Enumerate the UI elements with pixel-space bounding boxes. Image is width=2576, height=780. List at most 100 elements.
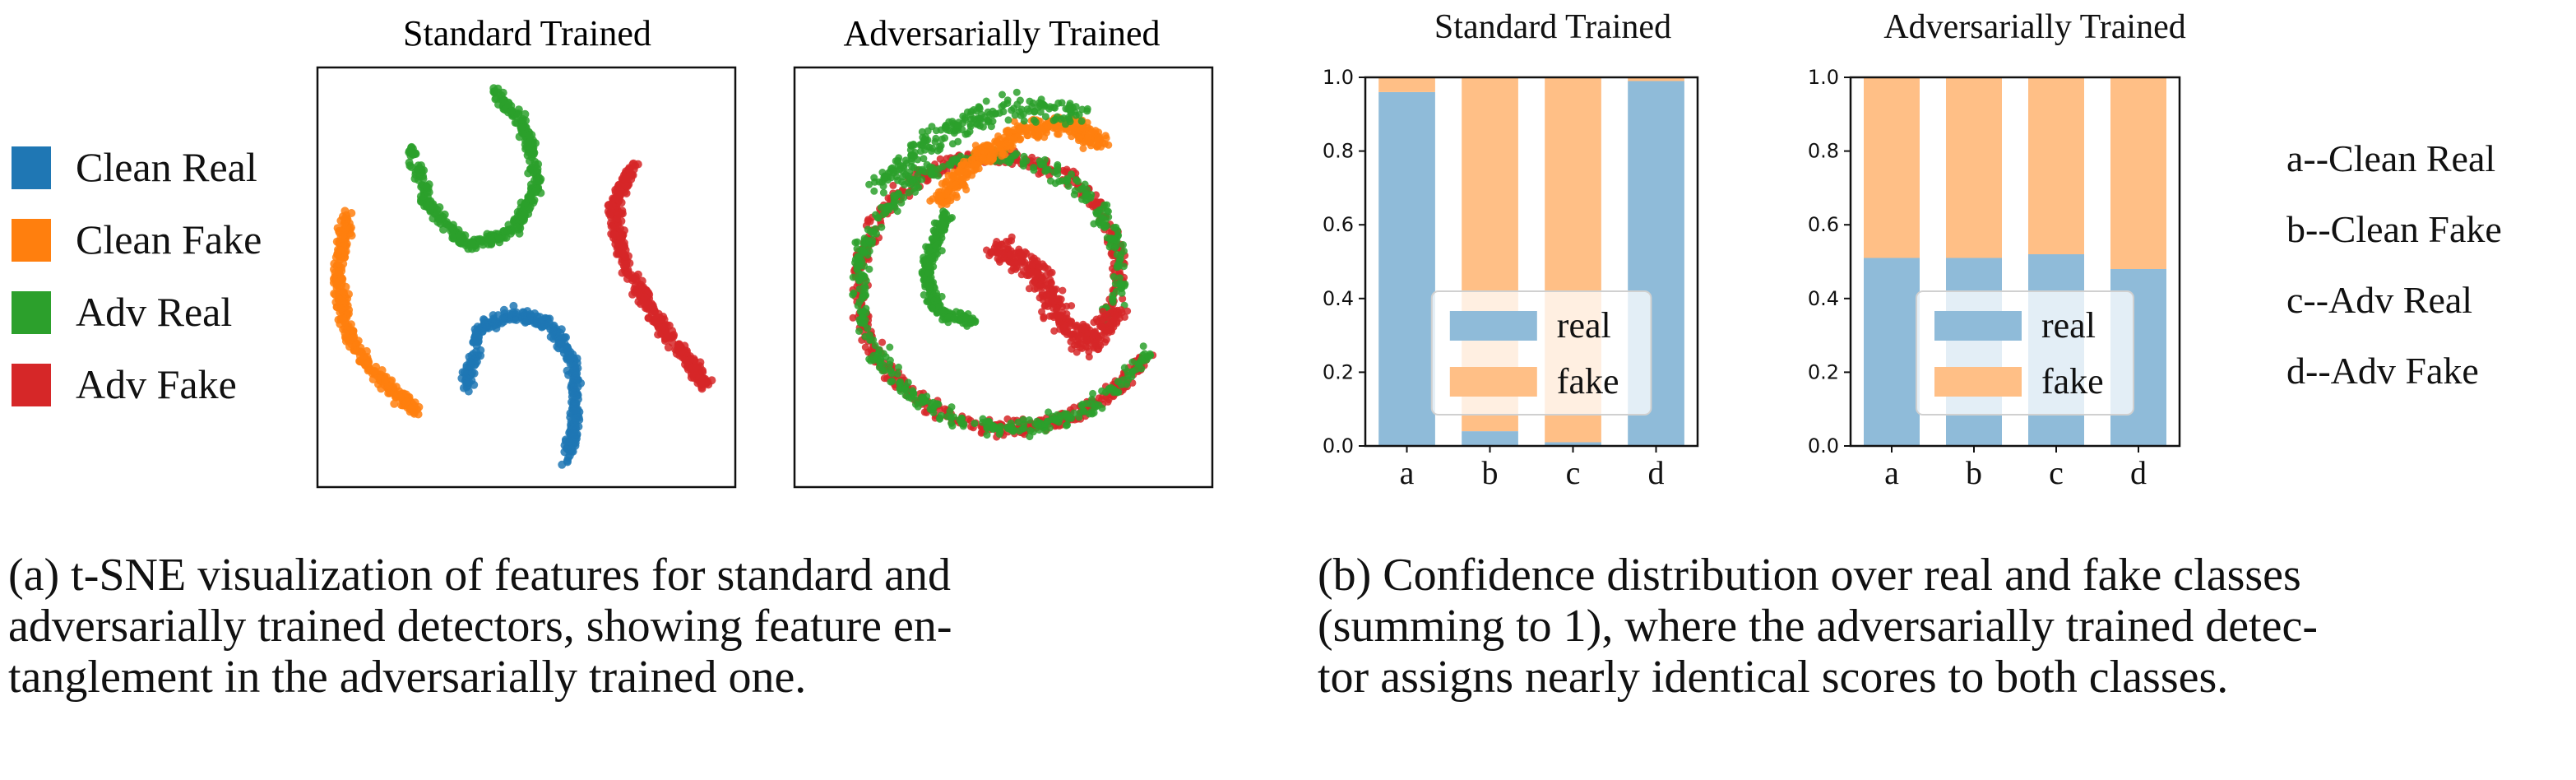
adv-real-point — [1083, 104, 1091, 113]
adv-real-point — [494, 100, 503, 109]
bar-fake-d — [2110, 77, 2166, 269]
adv-fake-point — [1049, 298, 1058, 306]
bar-title: Adversarially Trained — [1883, 8, 2185, 46]
adv-real-point — [1026, 416, 1033, 424]
adv-real-point — [1043, 417, 1051, 425]
adv-fake-point — [1017, 271, 1026, 279]
adv-fake-point — [1092, 315, 1100, 323]
adv-fake-point — [1059, 324, 1067, 332]
clean-fake-point — [989, 146, 998, 154]
tsne-title-standard: Standard Trained — [403, 13, 651, 53]
clean-real-point — [924, 269, 933, 277]
clean-real-point — [938, 316, 947, 324]
adv-real-point — [1115, 274, 1124, 282]
clean-real-point — [932, 242, 940, 250]
adv-real-point — [957, 419, 966, 427]
y-tick-label: 0.8 — [1323, 140, 1354, 163]
adv-real-point — [982, 97, 990, 105]
clean-fake-point — [1099, 139, 1107, 147]
adv-real-point — [887, 174, 896, 182]
adv-fake-point — [689, 355, 698, 364]
clean-real-point — [923, 298, 931, 305]
clean-fake-point — [356, 351, 364, 360]
adv-real-point — [888, 377, 897, 385]
clean-real-point — [498, 314, 507, 323]
adv-fake-point — [608, 202, 617, 211]
clean-real-point — [569, 391, 578, 400]
adv-fake-point — [1050, 287, 1059, 295]
y-tick-label: 0.4 — [1808, 287, 1839, 310]
adv-real-point — [531, 139, 540, 147]
tsne-plot-adversarial: Adversarially Trained — [793, 13, 1214, 489]
legend-swatch-2 — [12, 291, 51, 334]
adv-fake-point — [1102, 336, 1110, 344]
clean-real-point — [557, 340, 566, 349]
adv-fake-point — [607, 222, 616, 231]
category-key: a--Clean Real b--Clean Fake c--Adv Real d--… — [2286, 137, 2502, 392]
adv-real-point — [1003, 96, 1012, 104]
adv-real-point — [1036, 108, 1045, 116]
adv-real-point — [975, 103, 983, 111]
adv-real-point — [429, 201, 438, 210]
adv-fake-point — [619, 262, 628, 271]
adv-fake-point — [1097, 332, 1105, 339]
adv-real-point — [504, 100, 513, 109]
clean-real-point — [948, 214, 956, 221]
adv-real-point — [900, 164, 908, 172]
adv-real-point — [525, 132, 534, 141]
adv-fake-point — [707, 376, 716, 385]
adv-real-point — [1098, 387, 1106, 395]
adv-real-point — [1077, 185, 1085, 193]
adv-real-point — [1137, 364, 1146, 373]
adv-real-point — [887, 369, 896, 378]
adv-real-point — [476, 236, 485, 245]
adv-real-point — [1090, 220, 1098, 228]
legend-swatch-1 — [12, 219, 51, 262]
clean-fake-point — [396, 392, 405, 402]
adv-fake-point — [622, 188, 631, 197]
adv-fake-point — [1121, 313, 1128, 321]
clean-fake-point — [1035, 132, 1043, 140]
adv-real-point — [920, 137, 928, 146]
adv-real-point — [1036, 160, 1045, 169]
adv-fake-point — [1043, 291, 1050, 299]
clean-fake-point — [339, 288, 348, 297]
adv-fake-point — [1091, 201, 1100, 209]
bar-legend-swatch-fake — [1934, 367, 2022, 397]
adv-real-point — [992, 425, 1000, 433]
adv-real-point — [870, 174, 878, 182]
adv-fake-point — [675, 343, 684, 352]
clean-real-point — [545, 318, 554, 327]
adv-real-point — [855, 274, 863, 282]
clean-real-point — [460, 368, 469, 377]
adv-real-point — [1066, 413, 1074, 421]
adv-real-point — [448, 234, 457, 243]
adv-real-point — [929, 408, 938, 416]
adv-fake-point — [889, 181, 897, 189]
clean-real-point — [929, 304, 937, 313]
adv-real-point — [859, 240, 868, 248]
clean-real-point — [472, 357, 481, 366]
bar-fake-c — [2028, 77, 2084, 254]
tsne-title-adversarial: Adversarially Trained — [844, 13, 1161, 53]
y-tick-label: 0.4 — [1323, 287, 1354, 310]
clean-fake-point — [334, 267, 343, 276]
adv-real-point — [886, 360, 894, 369]
adv-real-point — [875, 346, 883, 354]
adv-real-point — [1057, 411, 1065, 420]
clean-fake-point — [960, 180, 968, 188]
clean-real-point — [935, 303, 943, 310]
adv-real-point — [1030, 116, 1038, 124]
adv-real-point — [904, 378, 912, 387]
adv-real-point — [1015, 427, 1023, 435]
clean-fake-point — [975, 165, 983, 173]
adv-real-point — [1118, 289, 1126, 297]
adv-real-point — [1129, 367, 1137, 375]
adv-fake-point — [1025, 285, 1033, 293]
clean-real-point — [499, 305, 508, 314]
adv-real-point — [976, 114, 985, 123]
clean-real-point — [459, 383, 468, 392]
adv-fake-point — [987, 248, 995, 256]
adv-fake-point — [1104, 397, 1112, 406]
legend-label-2: Adv Real — [76, 289, 232, 335]
